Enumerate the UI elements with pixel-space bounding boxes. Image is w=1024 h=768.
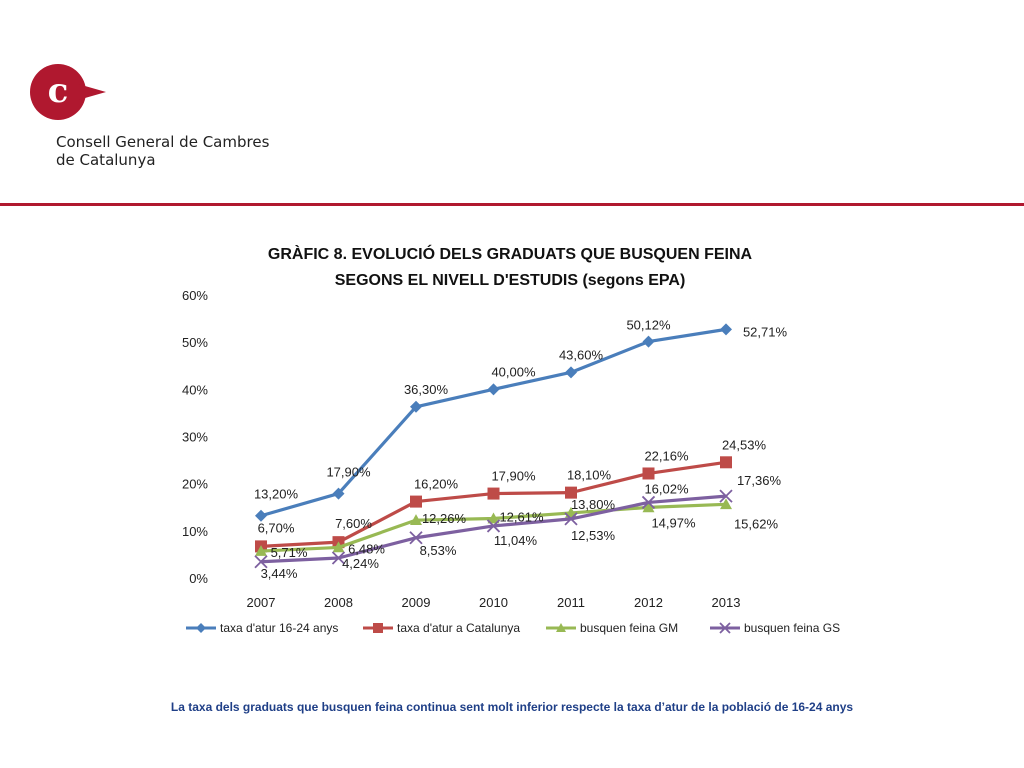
x-tick-label: 2007 (247, 595, 276, 610)
data-label: 12,26% (422, 511, 467, 526)
data-label: 13,20% (254, 487, 299, 502)
chart-title-line1: GRÀFIC 8. EVOLUCIÓ DELS GRADUATS QUE BUS… (267, 246, 753, 263)
legend-label: taxa d'atur a Catalunya (397, 621, 520, 635)
data-point (486, 519, 501, 533)
data-label: 40,00% (491, 364, 536, 379)
data-point (255, 545, 267, 556)
chart-title-line2: SEGONS EL NIVELL D'ESTUDIS (segons EPA) (334, 272, 686, 289)
data-label: 17,90% (491, 469, 536, 484)
org-name-line1: Consell General de Cambres (56, 133, 270, 151)
legend-marker (719, 622, 731, 634)
data-label: 17,36% (737, 473, 782, 488)
x-tick-label: 2009 (402, 595, 431, 610)
data-label: 18,10% (567, 468, 612, 483)
data-point (410, 514, 422, 525)
data-point (255, 509, 267, 522)
data-point (720, 498, 732, 510)
data-label: 16,20% (414, 477, 459, 492)
data-label: 17,90% (326, 465, 371, 480)
data-point (410, 400, 422, 413)
data-label: 5,71% (271, 545, 308, 560)
y-tick-label: 10% (182, 524, 208, 539)
data-label: 7,60% (335, 516, 372, 531)
legend-label: busquen feina GM (580, 621, 678, 635)
data-label: 50,12% (626, 318, 671, 333)
data-point (487, 487, 500, 500)
logo-pointer (78, 84, 106, 100)
y-tick-label: 20% (182, 477, 208, 492)
data-point (409, 531, 423, 545)
data-point (487, 512, 500, 524)
y-tick-label: 0% (189, 571, 208, 586)
data-point (410, 495, 422, 508)
x-tick-label: 2013 (712, 595, 741, 610)
legend-marker (373, 623, 383, 633)
data-point (332, 541, 345, 553)
data-label: 4,24% (342, 556, 379, 571)
data-point (642, 501, 655, 513)
x-tick-label: 2012 (634, 595, 663, 610)
y-tick-label: 50% (182, 335, 208, 350)
data-label: 22,16% (644, 448, 689, 463)
data-point (642, 335, 655, 348)
y-tick-label: 40% (182, 382, 208, 397)
data-label: 52,71% (743, 324, 788, 339)
data-label: 13,80% (571, 497, 616, 512)
data-point (487, 383, 500, 396)
data-label: 36,30% (404, 382, 449, 397)
data-label: 8,53% (420, 543, 457, 558)
data-point (331, 551, 346, 565)
data-point (254, 555, 268, 569)
y-tick-label: 30% (182, 430, 208, 445)
data-label: 11,04% (494, 533, 538, 548)
data-label: 6,48% (348, 541, 385, 556)
x-tick-label: 2011 (557, 595, 585, 610)
data-point (565, 366, 577, 379)
data-label: 12,61% (499, 510, 544, 525)
legend-label: taxa d'atur 16-24 anys (220, 621, 338, 635)
data-label: 12,53% (571, 528, 616, 543)
data-point (719, 489, 733, 503)
data-label: 15,62% (734, 516, 779, 531)
data-label: 43,60% (559, 347, 604, 362)
legend-label: busquen feina GS (744, 621, 840, 635)
data-point (720, 323, 732, 336)
legend-marker (556, 623, 566, 632)
data-label: 16,02% (644, 481, 689, 496)
data-label: 14,97% (651, 515, 696, 530)
data-point (564, 512, 578, 526)
footnote: La taxa dels graduats que busquen feina … (170, 700, 854, 714)
data-label: 24,53% (722, 437, 767, 452)
logo-circle (30, 64, 86, 120)
y-tick-label: 60% (182, 288, 208, 303)
x-tick-label: 2010 (479, 595, 508, 610)
data-point (565, 486, 577, 499)
data-point (332, 487, 345, 500)
data-point (641, 495, 656, 510)
data-label: 3,44% (261, 566, 298, 581)
chamber-logo: c (30, 64, 106, 120)
x-tick-label: 2008 (324, 595, 353, 610)
header-divider (0, 203, 1024, 206)
legend-marker (196, 623, 206, 633)
data-label: 6,70% (258, 520, 295, 535)
data-point (720, 456, 732, 469)
org-name-line2: de Catalunya (56, 151, 156, 169)
data-point (642, 467, 655, 480)
logo-glyph: c (48, 71, 69, 111)
